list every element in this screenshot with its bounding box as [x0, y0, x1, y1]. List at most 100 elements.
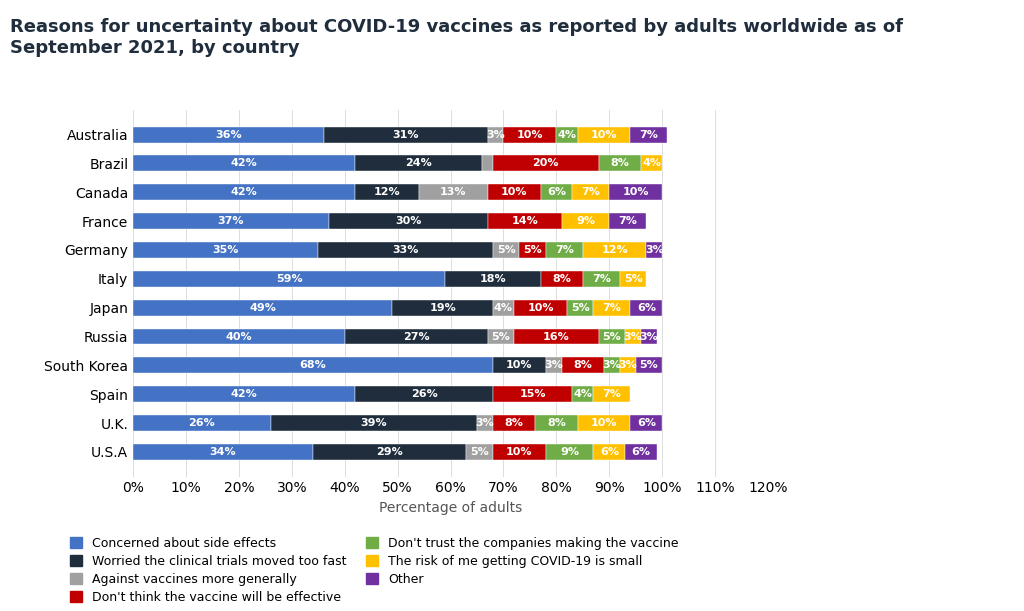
Bar [620, 357, 636, 373]
Bar [355, 386, 493, 402]
Bar [641, 155, 663, 171]
Text: 19%: 19% [429, 302, 456, 313]
Bar [133, 300, 392, 316]
Text: 10%: 10% [501, 188, 527, 197]
Text: 68%: 68% [300, 360, 327, 370]
Text: 49%: 49% [249, 302, 276, 313]
Text: 3%: 3% [545, 360, 563, 370]
Bar [133, 242, 318, 258]
Text: 5%: 5% [492, 332, 510, 342]
Text: 6%: 6% [547, 188, 566, 197]
Text: 15%: 15% [519, 389, 546, 399]
Text: 10%: 10% [623, 188, 649, 197]
Text: 8%: 8% [547, 418, 566, 428]
Bar [493, 242, 519, 258]
Bar [318, 242, 493, 258]
Bar [609, 213, 646, 229]
Bar [493, 415, 536, 431]
Bar [546, 444, 594, 460]
Bar [594, 300, 631, 316]
Bar [636, 357, 663, 373]
Text: 10%: 10% [527, 302, 554, 313]
Bar [514, 329, 599, 345]
Text: 5%: 5% [523, 245, 542, 255]
Text: 8%: 8% [505, 418, 523, 428]
Bar [561, 357, 604, 373]
Text: 31%: 31% [392, 130, 419, 139]
Bar [355, 155, 482, 171]
Text: 42%: 42% [230, 389, 258, 399]
Bar [646, 242, 663, 258]
Bar [133, 386, 355, 402]
Bar [133, 126, 324, 142]
Bar [519, 242, 546, 258]
Text: 5%: 5% [470, 447, 489, 457]
Text: 6%: 6% [600, 447, 618, 457]
Text: 7%: 7% [640, 130, 658, 139]
Bar [504, 126, 556, 142]
Text: 39%: 39% [360, 418, 387, 428]
Text: 7%: 7% [582, 188, 600, 197]
Text: 37%: 37% [218, 216, 245, 226]
Text: 7%: 7% [618, 216, 637, 226]
Bar [572, 185, 609, 200]
Text: 29%: 29% [377, 447, 403, 457]
Bar [329, 213, 487, 229]
Text: 6%: 6% [637, 418, 655, 428]
Text: 3%: 3% [645, 245, 664, 255]
Text: 4%: 4% [557, 130, 577, 139]
Text: 42%: 42% [230, 188, 258, 197]
Bar [583, 242, 646, 258]
Text: 33%: 33% [392, 245, 419, 255]
Bar [514, 300, 567, 316]
Text: 3%: 3% [640, 332, 658, 342]
Bar [599, 155, 641, 171]
Bar [609, 185, 663, 200]
Text: 36%: 36% [215, 130, 242, 139]
Bar [594, 386, 631, 402]
Bar [493, 357, 546, 373]
Bar [133, 357, 493, 373]
Text: 26%: 26% [188, 418, 215, 428]
Bar [625, 329, 641, 345]
Text: 10%: 10% [591, 130, 617, 139]
Bar [487, 126, 504, 142]
Bar [477, 415, 493, 431]
Bar [133, 415, 270, 431]
Text: 3%: 3% [475, 418, 495, 428]
Bar [620, 271, 646, 287]
Bar [133, 155, 355, 171]
Bar [578, 126, 631, 142]
Text: 7%: 7% [555, 245, 573, 255]
Text: 5%: 5% [640, 360, 658, 370]
Text: 10%: 10% [591, 418, 617, 428]
Text: 30%: 30% [395, 216, 422, 226]
Bar [594, 444, 625, 460]
Text: 10%: 10% [506, 447, 532, 457]
Text: 14%: 14% [511, 216, 538, 226]
Text: 8%: 8% [610, 158, 630, 169]
Text: 8%: 8% [552, 274, 571, 284]
Text: 5%: 5% [497, 245, 515, 255]
Bar [583, 271, 620, 287]
Text: 3%: 3% [618, 360, 637, 370]
Bar [567, 300, 594, 316]
Text: 4%: 4% [573, 389, 592, 399]
Text: 13%: 13% [440, 188, 467, 197]
X-axis label: Percentage of adults: Percentage of adults [379, 501, 522, 515]
Text: 3%: 3% [602, 360, 622, 370]
Text: 6%: 6% [637, 302, 655, 313]
Bar [572, 386, 593, 402]
Bar [419, 185, 487, 200]
Text: 18%: 18% [479, 274, 506, 284]
Bar [270, 415, 477, 431]
Bar [482, 155, 493, 171]
Bar [599, 329, 625, 345]
Text: 5%: 5% [602, 332, 622, 342]
Bar [493, 300, 514, 316]
Bar [631, 300, 663, 316]
Bar [578, 415, 631, 431]
Bar [546, 242, 583, 258]
Text: 6%: 6% [632, 447, 650, 457]
Text: 7%: 7% [602, 389, 622, 399]
